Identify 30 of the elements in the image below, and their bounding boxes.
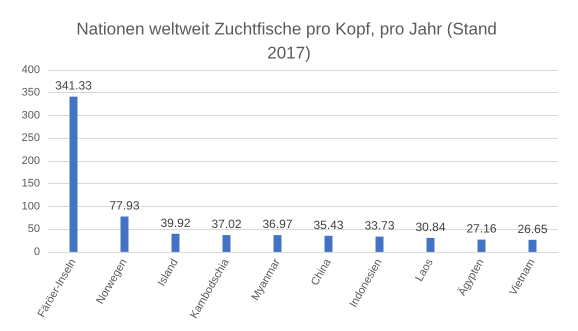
data-label: 39.92 — [160, 216, 191, 230]
data-label: 36.97 — [262, 217, 293, 232]
y-tick-label: 300 — [22, 109, 40, 122]
bar — [324, 236, 332, 252]
data-label: 27.16 — [466, 222, 497, 236]
data-label: 33.73 — [364, 218, 395, 233]
bar — [222, 235, 230, 252]
data-label: 341.33 — [55, 78, 92, 93]
y-tick-label: 400 — [22, 64, 40, 76]
y-tick-label: 50 — [28, 223, 40, 236]
data-label: 26.65 — [517, 222, 548, 236]
bar — [376, 236, 384, 252]
y-tick-label: 100 — [22, 200, 40, 212]
y-tick-label: 200 — [22, 154, 40, 167]
data-label: 77.93 — [109, 198, 140, 212]
y-tick-label: 350 — [22, 86, 40, 99]
y-tick-label: 0 — [34, 246, 40, 258]
bar — [478, 240, 486, 252]
y-tick-label: 150 — [22, 178, 40, 190]
bar — [426, 238, 434, 252]
y-tick-label: 250 — [22, 132, 40, 144]
bar — [172, 234, 180, 252]
chart-title: Nationen weltweit Zuchtfische pro Kopf, pro Jahr (Stand 2017) — [76, 20, 502, 62]
data-label: 30.84 — [415, 220, 446, 234]
bar — [528, 240, 536, 252]
bar — [120, 216, 128, 252]
bar — [70, 96, 78, 252]
data-label: 35.43 — [313, 218, 344, 232]
data-label: 37.02 — [211, 217, 242, 232]
bar — [274, 235, 282, 252]
